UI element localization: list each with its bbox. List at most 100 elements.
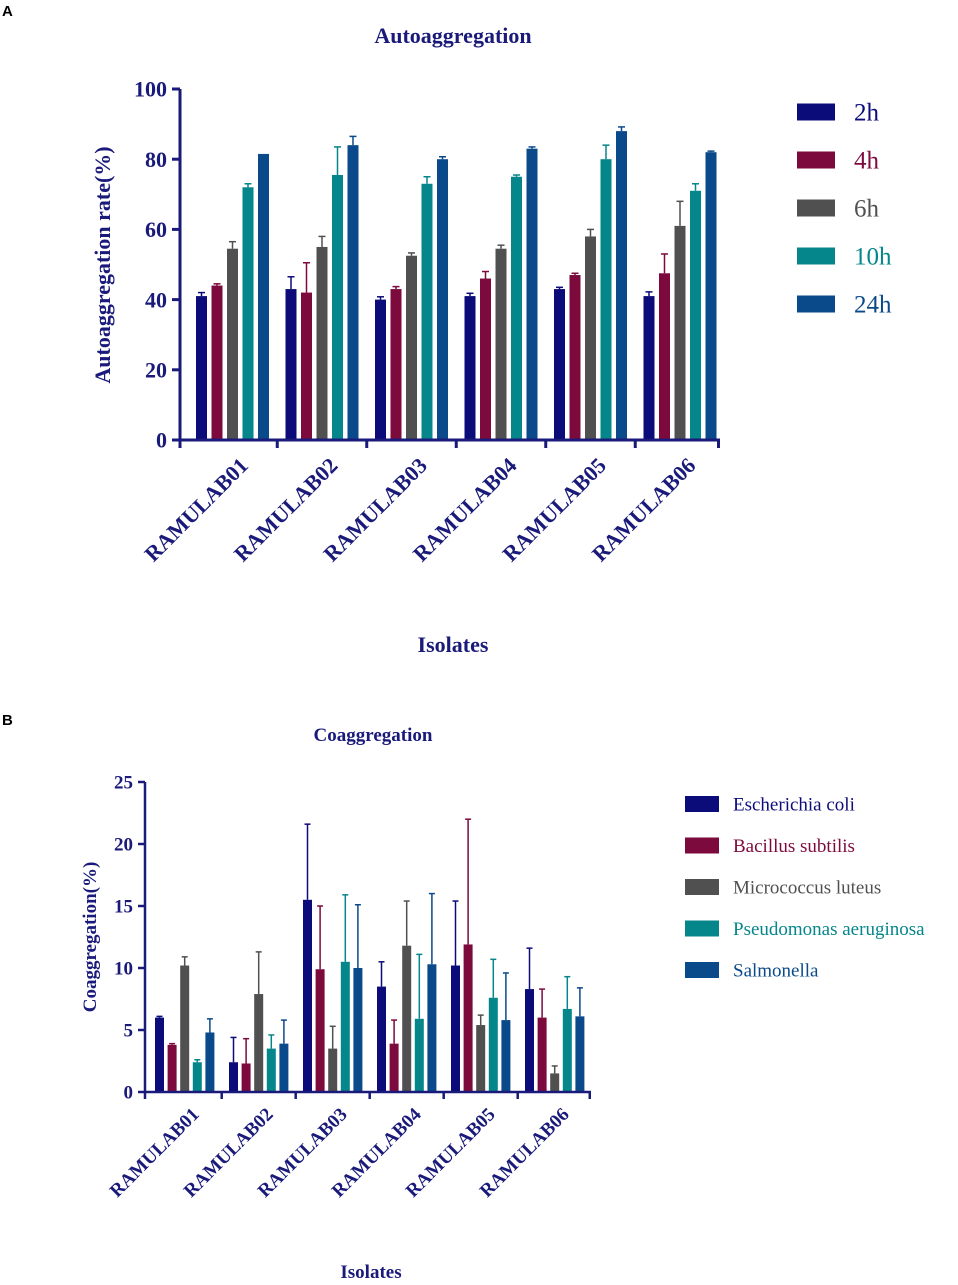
chart-a-bar-RAMULAB06-2h: [643, 296, 655, 440]
chart-a-legend-swatch-24h: [797, 295, 835, 313]
chart-a-error-bar-RAMULAB05-24h: [618, 126, 625, 132]
chart-b-bar-RAMULAB06-pseudomonas-aeruginosa: [562, 1008, 572, 1092]
chart-b-error-bar-RAMULAB05-pseudomonas-aeruginosa: [490, 958, 497, 998]
chart-b-error-bar-RAMULAB04-bacillus-subtilis: [391, 1019, 398, 1044]
chart-b-error-bar-RAMULAB06-pseudomonas-aeruginosa: [564, 975, 571, 1009]
chart-a-bar-RAMULAB03-4h: [390, 289, 402, 440]
chart-a-bar-RAMULAB05-6h: [585, 236, 596, 440]
chart-b-bar-RAMULAB01-pseudomonas-aeruginosa: [192, 1062, 202, 1092]
chart-b-error-bar-RAMULAB03-bacillus-subtilis: [317, 905, 324, 970]
chart-a-bar-RAMULAB01-24h: [258, 153, 269, 440]
chart-b-error-bar-RAMULAB05-escherichia-coli: [452, 900, 459, 966]
chart-a-title: Autoaggregation: [374, 23, 531, 48]
chart-a-error-bar-RAMULAB02-4h: [303, 261, 310, 293]
chart-b-error-bar-RAMULAB02-micrococcus-luteus: [255, 951, 262, 995]
panel-a-autoaggregation: A Autoaggregation Autoaggregation rate(%…: [2, 3, 892, 657]
chart-a-bar-RAMULAB05-2h: [554, 289, 565, 440]
chart-b-error-bar-RAMULAB01-bacillus-subtilis: [169, 1042, 176, 1045]
chart-b-bar-RAMULAB01-salmonella: [205, 1032, 215, 1092]
chart-b-error-bar-RAMULAB06-escherichia-coli: [526, 947, 533, 990]
chart-a-y-tick-label: 100: [134, 77, 167, 102]
chart-b-error-bar-RAMULAB06-micrococcus-luteus: [551, 1065, 558, 1074]
chart-a-bar-RAMULAB02-10h: [332, 174, 343, 440]
chart-b-error-bar-RAMULAB03-salmonella: [354, 904, 361, 968]
chart-a-error-bar-RAMULAB04-10h: [513, 174, 520, 177]
chart-b-error-bar-RAMULAB05-salmonella: [502, 972, 509, 1021]
chart-b-legend-label-bacillus-subtilis: Bacillus subtilis: [733, 836, 855, 857]
chart-a-bar-RAMULAB06-6h: [674, 225, 686, 440]
chart-a-bar-RAMULAB01-10h: [242, 187, 254, 440]
chart-b-bar-RAMULAB01-bacillus-subtilis: [167, 1044, 177, 1092]
chart-b-bar-RAMULAB03-salmonella: [353, 968, 363, 1092]
chart-b-bar-RAMULAB02-salmonella: [279, 1043, 289, 1092]
chart-b-legend-swatch-pseudomonas-aeruginosa: [685, 920, 719, 937]
chart-b-y-tick-label: 5: [124, 1021, 134, 1042]
chart-a-bar-RAMULAB04-10h: [511, 176, 522, 440]
chart-b-error-bar-RAMULAB04-escherichia-coli: [378, 961, 385, 987]
chart-b-legend: Escherichia coli Bacillus subtilis Microco…: [685, 794, 925, 981]
chart-a-bar-RAMULAB03-6h: [406, 255, 417, 440]
chart-a-error-bar-RAMULAB04-4h: [482, 270, 489, 279]
chart-b-bar-RAMULAB06-micrococcus-luteus: [550, 1073, 560, 1092]
chart-b-plot-area: 0510152025RAMULAB01RAMULAB02RAMULAB03RAM…: [106, 773, 591, 1202]
chart-b-bar-RAMULAB05-micrococcus-luteus: [476, 1025, 486, 1092]
panel-b-coaggregation: B Coaggregation Coaggregation(%) Isolate…: [2, 712, 925, 1283]
chart-a-bar-RAMULAB03-24h: [437, 159, 448, 440]
chart-b-bar-RAMULAB01-escherichia-coli: [155, 1017, 164, 1092]
chart-a-error-bar-RAMULAB03-24h: [439, 155, 446, 160]
chart-b-x-axis-label: Isolates: [340, 1262, 401, 1283]
chart-a-bar-RAMULAB03-10h: [421, 183, 433, 440]
chart-a-x-axis-label: Isolates: [418, 632, 489, 657]
chart-b-bar-RAMULAB04-bacillus-subtilis: [389, 1043, 399, 1092]
chart-b-error-bar-RAMULAB05-bacillus-subtilis: [465, 818, 472, 945]
chart-b-bar-RAMULAB03-pseudomonas-aeruginosa: [340, 961, 350, 1092]
chart-a-y-tick-label: 20: [145, 358, 167, 383]
chart-a-bar-RAMULAB02-4h: [301, 292, 312, 440]
chart-a-legend-label-4h: 4h: [854, 147, 880, 174]
chart-a-bar-RAMULAB06-4h: [659, 273, 670, 440]
chart-a-bar-RAMULAB06-24h: [705, 152, 717, 440]
chart-a-error-bar-RAMULAB01-4h: [213, 283, 221, 286]
chart-b-bar-RAMULAB05-salmonella: [501, 1020, 511, 1092]
chart-b-legend-label-micrococcus-luteus: Micrococcus luteus: [733, 877, 881, 898]
chart-a-bar-RAMULAB02-2h: [285, 289, 297, 440]
chart-a-error-bar-RAMULAB06-24h: [707, 150, 715, 153]
chart-a-legend-label-10h: 10h: [854, 243, 892, 270]
chart-b-bar-RAMULAB04-micrococcus-luteus: [402, 945, 412, 1092]
chart-b-bar-RAMULAB04-salmonella: [427, 964, 437, 1092]
chart-a-error-bar-RAMULAB01-10h: [244, 183, 252, 188]
chart-a-bar-RAMULAB03-2h: [375, 299, 386, 440]
chart-b-error-bar-RAMULAB03-pseudomonas-aeruginosa: [342, 894, 349, 962]
chart-b-bar-RAMULAB06-escherichia-coli: [525, 989, 534, 1092]
chart-b-error-bar-RAMULAB02-salmonella: [280, 1019, 287, 1044]
chart-a-error-bar-RAMULAB03-2h: [377, 296, 384, 300]
chart-b-legend-swatch-salmonella: [685, 962, 719, 978]
chart-b-error-bar-RAMULAB01-pseudomonas-aeruginosa: [194, 1059, 201, 1063]
panel-a-letter: A: [2, 3, 13, 20]
chart-a-error-bar-RAMULAB06-6h: [676, 200, 684, 226]
chart-a-error-bar-RAMULAB03-6h: [408, 252, 415, 256]
chart-b-error-bar-RAMULAB02-escherichia-coli: [230, 1036, 237, 1063]
chart-a-bar-RAMULAB01-4h: [211, 285, 223, 440]
chart-b-bar-RAMULAB06-salmonella: [575, 1016, 585, 1092]
chart-a-legend-swatch-4h: [797, 151, 835, 169]
chart-b-y-tick-label: 20: [114, 835, 133, 856]
chart-a-error-bar-RAMULAB04-2h: [466, 292, 474, 297]
chart-a-bar-RAMULAB02-6h: [316, 246, 328, 440]
chart-a-y-tick-label: 0: [156, 428, 167, 453]
chart-b-bar-RAMULAB06-bacillus-subtilis: [537, 1017, 547, 1092]
chart-b-bar-RAMULAB05-pseudomonas-aeruginosa: [488, 997, 498, 1092]
chart-a-y-tick-label: 40: [145, 287, 167, 312]
chart-a-error-bar-RAMULAB04-6h: [497, 244, 505, 249]
chart-a-legend-swatch-10h: [797, 247, 835, 265]
chart-a-error-bar-RAMULAB06-4h: [661, 253, 668, 274]
chart-a-plot-area: 020406080100RAMULAB01RAMULAB02RAMULAB03R…: [134, 77, 720, 566]
chart-a-legend-swatch-2h: [797, 103, 835, 121]
chart-b-bar-RAMULAB01-micrococcus-luteus: [180, 965, 190, 1092]
chart-a-y-tick-label: 80: [145, 147, 167, 172]
panel-b-letter: B: [2, 712, 13, 729]
chart-b-legend-swatch-bacillus-subtilis: [685, 837, 719, 854]
chart-a-error-bar-RAMULAB03-10h: [423, 176, 431, 184]
chart-a-error-bar-RAMULAB05-6h: [587, 228, 594, 237]
